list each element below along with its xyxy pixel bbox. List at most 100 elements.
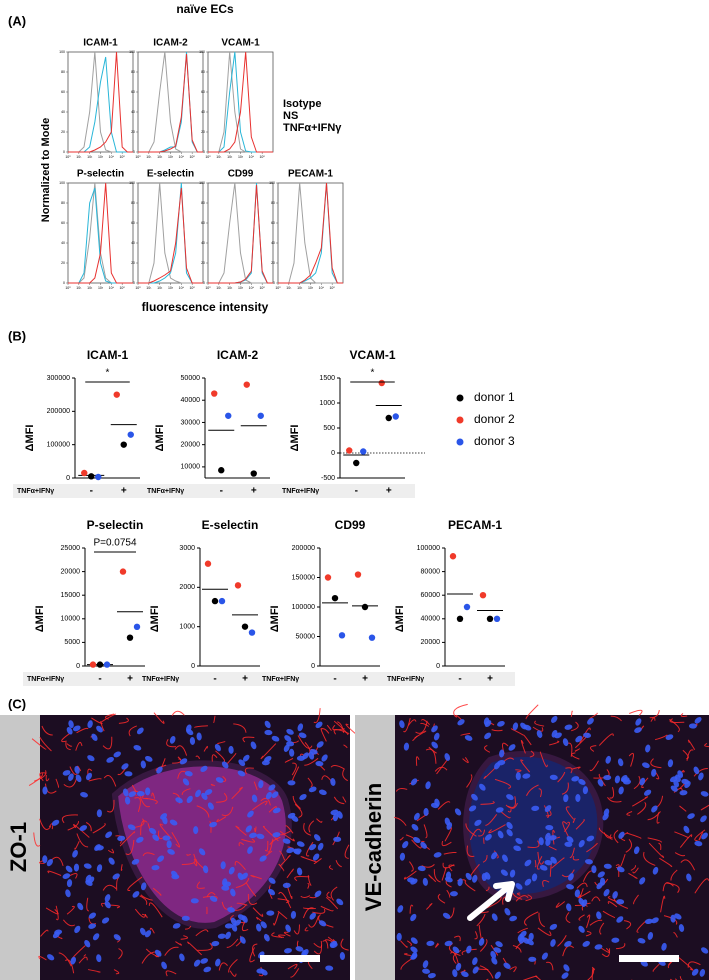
nucleus [417, 865, 426, 872]
chart-title: ICAM-2 [217, 348, 259, 362]
nucleus [491, 852, 498, 860]
junction [520, 740, 526, 754]
data-point [119, 568, 127, 575]
histogram-curve [278, 182, 343, 284]
nucleus [691, 968, 699, 976]
y-tick-label: 60 [201, 90, 205, 94]
data-point [378, 379, 385, 387]
junction [679, 834, 693, 848]
nucleus [566, 884, 574, 890]
junction [415, 720, 428, 734]
nucleus [140, 760, 146, 769]
label-bar [0, 715, 40, 980]
data-point [89, 661, 97, 668]
chart-title: PECAM-1 [288, 169, 333, 180]
y-tick-label: 2000 [179, 584, 195, 591]
condition-label: TNFα+IFNγ [262, 676, 299, 683]
junction [256, 916, 262, 922]
nucleus [296, 841, 305, 847]
x-tick-label: 10⁰ [65, 155, 71, 159]
y-tick-label: 0 [63, 150, 65, 154]
junction [529, 750, 535, 758]
y-axis-label: ΔMFI [149, 605, 161, 632]
micrographs: ZO-1 VE-cadherin [0, 703, 709, 980]
junction [242, 736, 255, 743]
nucleus [227, 907, 236, 913]
junction [448, 864, 455, 872]
junction [102, 884, 117, 891]
nucleus [62, 873, 71, 879]
junction [328, 865, 334, 870]
junction [483, 766, 497, 779]
y-tick-label: 40000 [181, 397, 201, 404]
junction [510, 728, 524, 736]
junction [666, 882, 680, 894]
nucleus [51, 819, 60, 826]
nucleus [693, 766, 700, 775]
nucleus [312, 853, 320, 861]
junction [343, 744, 348, 749]
junction [591, 967, 596, 980]
nucleus [287, 780, 296, 786]
nucleus [472, 966, 479, 974]
nucleus [410, 953, 418, 960]
junction [326, 891, 332, 899]
y-tick-label: 20 [271, 261, 275, 265]
nucleus [284, 735, 292, 742]
nucleus [250, 741, 257, 750]
junction [241, 920, 249, 932]
junction [687, 739, 696, 751]
nucleus [509, 915, 518, 922]
nucleus [426, 940, 435, 946]
nucleus [189, 736, 196, 745]
nucleus [295, 946, 304, 952]
junction [294, 803, 303, 818]
nucleus [550, 715, 558, 723]
nucleus [112, 873, 120, 880]
junction [313, 858, 322, 865]
y-tick-label: 20 [131, 130, 135, 134]
nucleus [591, 865, 597, 874]
junction [552, 829, 556, 845]
nucleus [96, 954, 102, 963]
nucleus [286, 728, 294, 735]
junction [694, 829, 706, 841]
junction [517, 927, 528, 934]
junction [278, 863, 285, 872]
nucleus [545, 824, 554, 831]
junction [669, 719, 680, 733]
nucleus [104, 900, 111, 909]
nucleus [566, 903, 572, 912]
nucleus [667, 759, 674, 768]
nucleus [70, 956, 77, 965]
junction [307, 777, 313, 788]
y-tick-label: 150000 [292, 574, 315, 581]
chart-title: P-selectin [77, 169, 124, 180]
data-point [360, 448, 367, 455]
junction [141, 795, 149, 800]
nucleus [261, 760, 270, 766]
x-tick-label: 10⁵ [189, 155, 195, 159]
nucleus [315, 761, 324, 767]
junction [412, 735, 418, 741]
nucleus [455, 962, 462, 971]
nucleus [644, 918, 653, 925]
nucleus [332, 813, 339, 822]
y-tick-label: 40 [61, 110, 65, 114]
x-tick-label: - [220, 486, 223, 497]
nucleus [634, 727, 642, 733]
y-tick-label: 60 [61, 90, 65, 94]
junction [658, 842, 662, 850]
nucleus [241, 915, 248, 923]
junction [626, 832, 642, 839]
nucleus [167, 849, 175, 855]
plot-frame [67, 51, 134, 153]
nucleus [66, 727, 73, 735]
junction [637, 801, 647, 815]
nucleus [242, 754, 250, 762]
junction [474, 931, 478, 940]
nucleus [237, 770, 246, 777]
nucleus [561, 972, 569, 979]
junction [462, 757, 469, 764]
nucleus [79, 825, 88, 831]
